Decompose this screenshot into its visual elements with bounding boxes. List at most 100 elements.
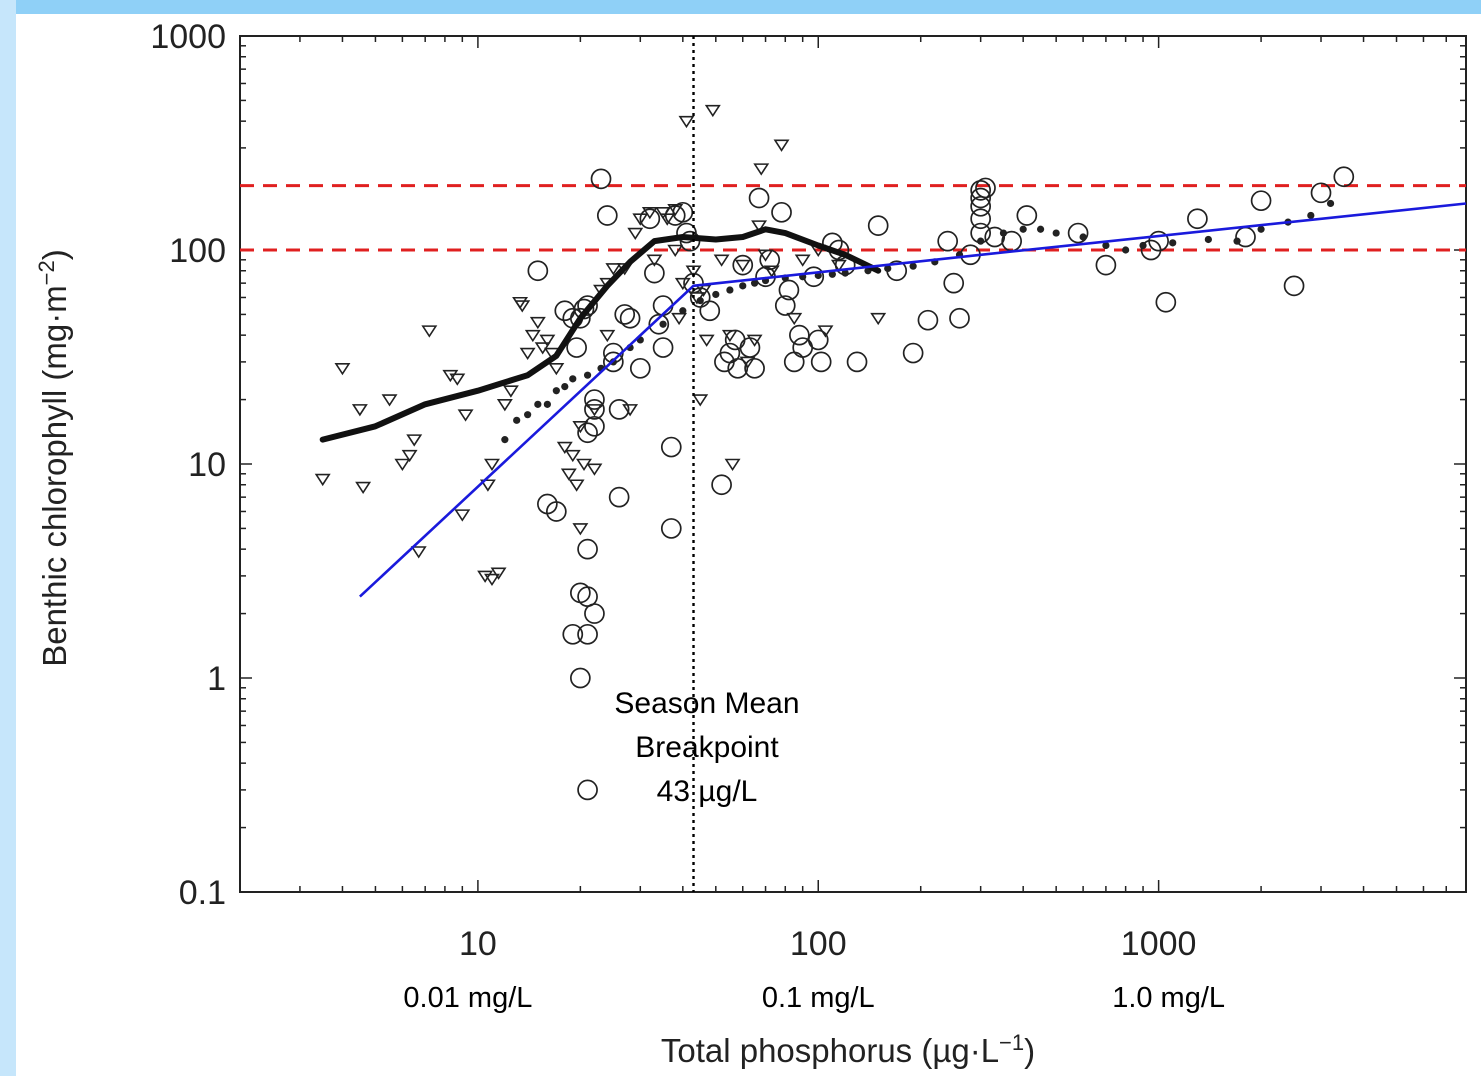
dot-point xyxy=(1307,211,1315,220)
triangle-point xyxy=(442,369,459,383)
circle-point xyxy=(846,351,868,373)
y-tick-label: 1000 xyxy=(150,18,226,56)
triangle-point xyxy=(794,254,811,267)
triangle-point xyxy=(529,316,546,330)
dot-point xyxy=(513,416,521,424)
circle-point xyxy=(1067,222,1089,244)
dot-point xyxy=(524,411,532,419)
triangle-point xyxy=(753,163,770,176)
circle-point xyxy=(1310,182,1332,204)
triangle-point xyxy=(568,479,585,492)
circle-point xyxy=(577,779,598,801)
circle-point xyxy=(527,260,549,282)
circle-point xyxy=(577,538,598,560)
triangle-point xyxy=(763,265,780,278)
dot-point xyxy=(552,387,560,395)
plot-area-frame xyxy=(239,35,1467,893)
dot-point xyxy=(583,371,592,379)
triangle-point xyxy=(667,244,684,257)
circle-point xyxy=(943,272,965,294)
triangle-point xyxy=(394,458,411,471)
dot-point xyxy=(1139,241,1147,250)
smooth-curve xyxy=(319,226,882,443)
dot-point xyxy=(884,264,892,273)
triangle-point xyxy=(659,213,676,226)
annotation-line-2: Breakpoint xyxy=(635,731,779,764)
circle-point xyxy=(970,179,992,201)
annotation-line-1: Season Mean xyxy=(614,687,799,720)
dot-point xyxy=(1019,225,1027,233)
circle-point xyxy=(771,201,792,223)
triangle-point xyxy=(746,334,763,347)
triangle-point xyxy=(477,570,494,583)
dot-point xyxy=(828,270,836,278)
circle-point xyxy=(807,329,829,351)
x-tick-label: 100 xyxy=(790,925,847,963)
triangle-point xyxy=(641,207,658,220)
triangle-point xyxy=(751,220,768,233)
circle-point xyxy=(1148,230,1169,252)
circle-point xyxy=(1155,291,1177,313)
circle-point xyxy=(584,399,605,420)
triangle-point xyxy=(539,334,556,347)
triangle-point xyxy=(548,363,565,376)
triangle-point xyxy=(622,404,639,417)
dot-point xyxy=(1204,235,1212,244)
circle-point xyxy=(1016,205,1038,226)
circle-point xyxy=(1187,208,1208,230)
dot-point xyxy=(561,382,569,391)
triangle-point xyxy=(406,434,423,447)
circle-point xyxy=(1095,254,1117,276)
y-tick-label: 100 xyxy=(169,232,226,270)
circle-point xyxy=(590,168,612,190)
x-tick-label: 10 xyxy=(459,925,497,963)
circle-point xyxy=(652,337,674,358)
circle-point xyxy=(652,295,674,316)
dot-point xyxy=(739,282,747,290)
circle-point xyxy=(566,337,587,358)
circle-point xyxy=(739,337,761,358)
circle-point xyxy=(596,205,618,226)
circle-point xyxy=(562,623,584,645)
triangle-point xyxy=(314,473,331,487)
circle-point xyxy=(748,187,770,209)
triangle-point xyxy=(334,363,351,376)
circle-point xyxy=(975,177,996,199)
piecewise-fit-line xyxy=(359,202,1467,598)
circle-point xyxy=(984,226,1006,248)
circle-point xyxy=(970,208,992,230)
circle-point xyxy=(577,295,598,316)
triangle-point xyxy=(449,373,466,386)
circle-point xyxy=(1333,166,1355,188)
circle-point xyxy=(570,582,591,604)
circle-point xyxy=(608,399,630,420)
circle-point xyxy=(545,501,567,522)
circle-point xyxy=(1250,190,1272,212)
annotation-line-3: 43 µg/L xyxy=(657,775,758,808)
triangle-point xyxy=(556,441,573,455)
circle-point xyxy=(732,254,754,276)
circle-point xyxy=(1283,275,1305,297)
circle-point xyxy=(577,623,598,645)
y-axis-label: Benthic chlorophyll (mg·m−2) xyxy=(34,249,73,667)
x-axis-label: Total phosphorus (µg·L−1) xyxy=(661,1030,1035,1069)
x-tick-label: 1000 xyxy=(1121,925,1197,963)
triangle-point xyxy=(560,468,577,481)
triangle-point xyxy=(674,277,691,291)
triangle-point xyxy=(599,329,616,343)
circle-point xyxy=(584,415,605,437)
circle-point xyxy=(949,307,970,329)
triangle-point xyxy=(355,481,372,495)
left-border-strip xyxy=(0,0,16,1076)
triangle-point xyxy=(724,458,741,471)
dot-point xyxy=(1169,239,1177,247)
dot-point xyxy=(1257,225,1265,233)
dot-point xyxy=(569,375,577,383)
triangle-point xyxy=(524,329,541,343)
dot-point xyxy=(999,229,1008,237)
triangle-point xyxy=(502,385,519,398)
circle-point xyxy=(783,351,805,373)
triangle-point xyxy=(351,404,368,417)
triangle-point xyxy=(564,449,581,463)
